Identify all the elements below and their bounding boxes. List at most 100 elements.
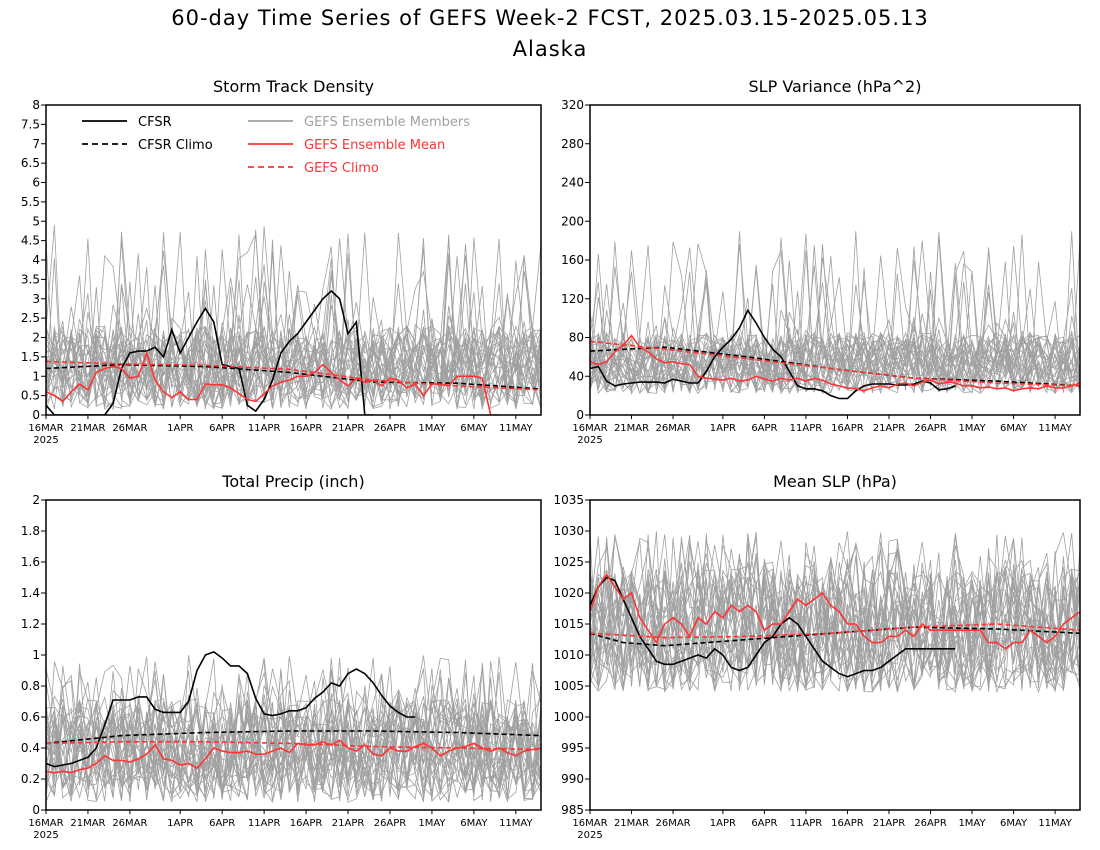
member-line: [46, 270, 541, 409]
member-line: [590, 531, 1080, 687]
member-line: [46, 657, 541, 803]
x-tick-label: 16APR: [831, 818, 864, 829]
member-line: [46, 254, 541, 408]
series-lines: [590, 572, 1080, 678]
y-tick-label: 1025: [553, 555, 584, 569]
x-tick-label: 26APR: [914, 423, 947, 434]
x-tick-label: 21MAR: [70, 818, 105, 829]
y-tick-label: 160: [561, 253, 584, 267]
member-line: [46, 669, 541, 803]
y-tick-label: 2.5: [21, 311, 40, 325]
x-tick-label: 1MAY: [958, 423, 986, 434]
member-line: [590, 537, 1080, 692]
member-line: [46, 663, 541, 801]
y-tick-label: 7.5: [21, 117, 40, 131]
member-line: [46, 253, 541, 409]
member-line: [590, 260, 1080, 392]
y-tick-label: 4: [32, 253, 40, 267]
x-tick-label: 11MAY: [1038, 818, 1072, 829]
x-tick-label: 21APR: [332, 423, 365, 434]
panel-3: 0 0.2 0.4 0.6 0.8 1 1.2 1.4 1.6 1.8 2 16MAR 21MAR 26M…: [21, 472, 542, 841]
y-tick-label: 1: [32, 648, 40, 662]
x-tick-label: 26APR: [914, 818, 947, 829]
x-tick-label: 16MAR: [572, 818, 607, 829]
y-tick-label: 8: [32, 98, 40, 112]
y-tick-label: 2: [32, 331, 40, 345]
panel-title: Total Precip (inch): [221, 472, 364, 491]
x-tick-label: 6APR: [751, 818, 777, 829]
y-tick-label: 4.5: [21, 234, 40, 248]
member-line: [590, 561, 1080, 689]
member-line: [46, 233, 541, 409]
ensemble-members: [590, 231, 1080, 395]
x-tick-label: 16APR: [831, 423, 864, 434]
x-tick-label: 11MAY: [499, 423, 533, 434]
figure-subtitle: Alaska: [512, 37, 588, 61]
y-tick-label: 995: [561, 741, 584, 755]
x-tick-label: 26MAR: [655, 818, 690, 829]
legend: CFSR CFSR Climo GEFS Ensemble Members GEFS …: [82, 115, 470, 176]
member-line: [46, 654, 541, 802]
x-tick-label: 21MAR: [614, 818, 649, 829]
x-tick-label: 16MAR: [28, 818, 63, 829]
series-cfsr: [590, 576, 956, 678]
panel-title: SLP Variance (hPa^2): [749, 77, 922, 96]
x-tick-label: 6MAY: [1000, 818, 1028, 829]
series-gefs-ensemble-mean: [590, 572, 1080, 650]
y-tick-label: 0: [32, 408, 40, 422]
y-tick-label: 0.6: [21, 710, 40, 724]
member-line: [590, 245, 1080, 394]
series-lines: [590, 308, 1080, 400]
series-cfsr: [46, 651, 416, 768]
series-cfsr: [46, 289, 374, 415]
member-line: [590, 231, 1080, 391]
x-tick-label: 16APR: [290, 423, 323, 434]
x-year-label: 2025: [33, 435, 58, 446]
x-tick-label: 21APR: [332, 818, 365, 829]
member-line: [590, 250, 1080, 394]
y-tick-label: 1.8: [21, 524, 40, 538]
panel-2: 0 40 80 120 160 200 240 280 320 16MAR 21MAR 26MAR 1A…: [561, 77, 1081, 446]
y-tick-label: 1000: [553, 710, 584, 724]
series-lines: [46, 289, 541, 415]
member-line: [590, 231, 1080, 392]
x-year-label: 2025: [577, 830, 602, 841]
member-line: [590, 533, 1080, 692]
legend-label-cfsr-climo: CFSR Climo: [138, 138, 213, 153]
member-line: [46, 662, 541, 803]
y-tick-label: 6: [32, 176, 40, 190]
x-tick-label: 21APR: [873, 818, 906, 829]
x-tick-label: 6APR: [751, 423, 777, 434]
y-tick-label: 200: [561, 214, 584, 228]
y-tick-label: 1: [32, 369, 40, 383]
y-tick-label: 1035: [553, 493, 584, 507]
legend-label-gefs-mean: GEFS Ensemble Mean: [304, 138, 445, 153]
series-gefs-climo: [46, 740, 541, 751]
series-cfsr-climo: [590, 626, 1080, 647]
member-line: [46, 239, 541, 410]
y-tick-label: 1.2: [21, 617, 40, 631]
x-tick-label: 11APR: [248, 818, 281, 829]
member-line: [590, 531, 1080, 693]
member-line: [46, 229, 541, 410]
panel-1: 0 0.5 1 1.5 2 2.5 3 3.5 4 4.5 5 5.5 6 6.5 7 7.5 8 16MAR 21…: [21, 77, 542, 446]
x-tick-label: 26MAR: [112, 423, 147, 434]
y-tick-label: 80: [569, 331, 584, 345]
x-tick-label: 21MAR: [70, 423, 105, 434]
y-tick-label: 3: [32, 292, 40, 306]
y-tick-label: 320: [561, 98, 584, 112]
x-tick-label: 1APR: [167, 818, 193, 829]
x-tick-label: 11APR: [790, 818, 823, 829]
y-tick-label: 1005: [553, 679, 584, 693]
panel-title: Mean SLP (hPa): [773, 472, 897, 491]
legend-label-gefs-members: GEFS Ensemble Members: [304, 115, 470, 130]
panel-title: Storm Track Density: [213, 77, 374, 96]
y-tick-label: 0: [576, 408, 584, 422]
panel-4: 985 990 995 1000 1005 1010 1015 1020 1025 1030 103…: [553, 472, 1081, 841]
x-tick-label: 26APR: [374, 423, 407, 434]
x-tick-label: 16MAR: [572, 423, 607, 434]
y-tick-label: 5.5: [21, 195, 40, 209]
x-tick-label: 1APR: [710, 423, 736, 434]
